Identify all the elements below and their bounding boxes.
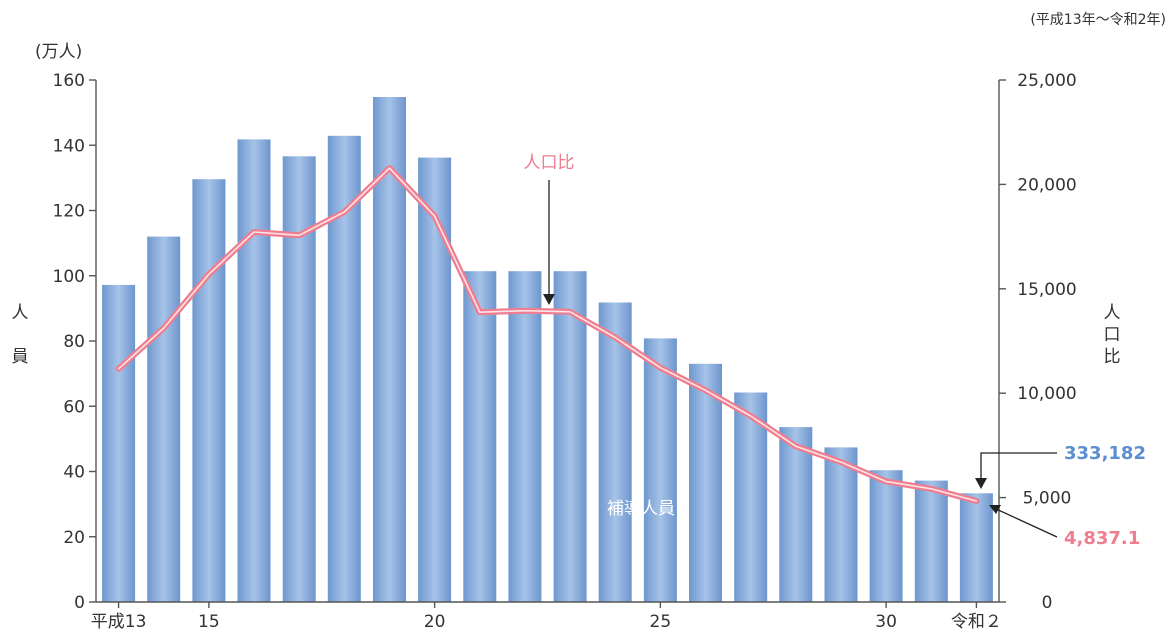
left-tick-label-120: 120 bbox=[53, 202, 85, 222]
period-note: (平成13年〜令和2年) bbox=[1030, 12, 1166, 28]
bar-20 bbox=[959, 493, 993, 602]
left-tick-label-60: 60 bbox=[63, 397, 85, 417]
right-axis-label-char-3: 比 bbox=[1104, 347, 1121, 367]
bar-8 bbox=[418, 157, 452, 602]
bar-10 bbox=[508, 271, 542, 602]
left-tick-label-100: 100 bbox=[53, 267, 85, 287]
line-highlight bbox=[117, 167, 978, 502]
bar-17 bbox=[824, 447, 858, 602]
bar-6 bbox=[327, 135, 361, 603]
left-axis-unit: (万人) bbox=[35, 42, 82, 62]
x-tick-label-2: 15 bbox=[198, 612, 220, 630]
bar-3 bbox=[192, 179, 226, 602]
right-tick-label-5000: 5,000 bbox=[1023, 489, 1072, 509]
x-tick-label-12: 25 bbox=[650, 612, 672, 630]
bar-5 bbox=[282, 156, 316, 603]
left-tick-label-160: 160 bbox=[53, 71, 85, 91]
line-label-arrowhead bbox=[543, 294, 555, 305]
left-tick-label-20: 20 bbox=[63, 528, 85, 548]
bar-last-value: 333,182 bbox=[1064, 443, 1146, 464]
right-tick-label-20000: 20,000 bbox=[1017, 175, 1076, 195]
right-axis-label-char-1: 人 bbox=[1104, 303, 1121, 323]
bar-4 bbox=[237, 139, 271, 602]
bar-15 bbox=[734, 392, 768, 602]
left-axis-label-char-1: 人 bbox=[12, 303, 29, 323]
bar-1 bbox=[102, 284, 136, 602]
bar-13 bbox=[643, 338, 677, 602]
x-tick-label-17: 30 bbox=[875, 612, 897, 630]
bar-2 bbox=[147, 236, 181, 602]
line-series bbox=[115, 165, 980, 504]
right-tick-label-0: 0 bbox=[1042, 593, 1053, 613]
line-series-label: 人口比 bbox=[524, 153, 575, 173]
bar-series-label: 補導人員 bbox=[607, 499, 675, 519]
left-tick-label-80: 80 bbox=[63, 332, 85, 352]
bar-callout-arrowhead bbox=[975, 478, 987, 489]
bar-9 bbox=[463, 271, 497, 602]
bar-14 bbox=[689, 363, 722, 602]
right-tick-label-25000: 25,000 bbox=[1017, 71, 1076, 91]
line-callout-line bbox=[993, 507, 1058, 538]
bar-16 bbox=[779, 427, 813, 602]
right-axis-label-char-2: 口 bbox=[1104, 325, 1121, 345]
x-tick-label-0: 平成13 bbox=[91, 612, 147, 630]
x-tick-label-19: 令和２ bbox=[951, 612, 1002, 630]
left-tick-label-40: 40 bbox=[63, 463, 85, 483]
bar-18 bbox=[869, 470, 903, 602]
left-axis-label-char-2: 員 bbox=[12, 347, 29, 367]
axes bbox=[89, 79, 1006, 608]
right-tick-label-15000: 15,000 bbox=[1017, 280, 1076, 300]
bar-12 bbox=[598, 302, 632, 602]
x-tick-label-7: 20 bbox=[424, 612, 446, 630]
bar-11 bbox=[553, 271, 587, 602]
line-last-value: 4,837.1 bbox=[1064, 528, 1140, 549]
bar-series bbox=[102, 97, 993, 603]
bar-callout-line bbox=[980, 452, 1057, 482]
line-callout-arrowhead bbox=[989, 505, 1001, 514]
left-tick-label-140: 140 bbox=[53, 136, 85, 156]
bar-7 bbox=[373, 97, 406, 602]
right-tick-label-10000: 10,000 bbox=[1017, 384, 1076, 404]
left-tick-label-0: 0 bbox=[74, 593, 85, 613]
tick-labels: 0 20 40 60 80 100 120 140 160 0 5,000 10,000 15,000 2… bbox=[53, 71, 1077, 630]
bar-19 bbox=[914, 480, 948, 602]
